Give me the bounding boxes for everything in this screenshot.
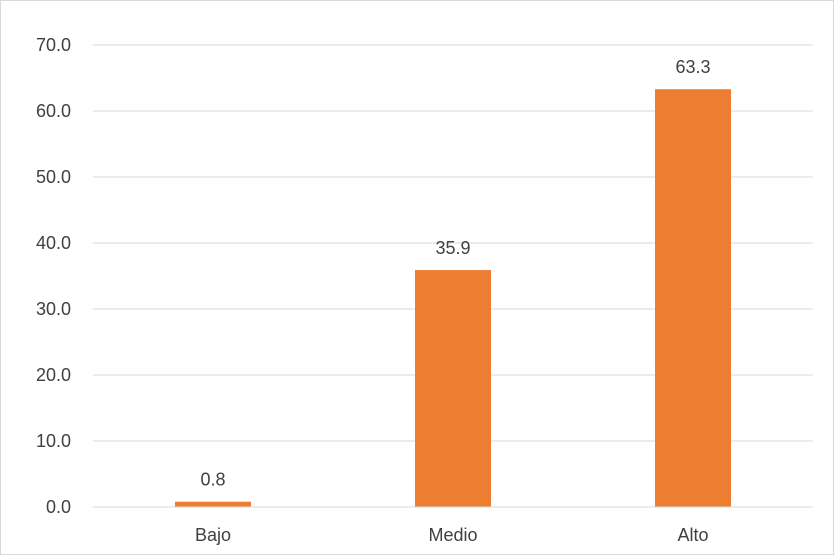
x-tick-label-alto: Alto (677, 525, 708, 545)
data-label-alto: 63.3 (675, 57, 710, 77)
y-tick-label: 40.0 (36, 233, 71, 253)
y-tick-label: 50.0 (36, 167, 71, 187)
y-tick-label: 10.0 (36, 431, 71, 451)
y-tick-label: 20.0 (36, 365, 71, 385)
bar-bajo (175, 501, 251, 507)
x-axis-ticks: Bajo Medio Alto (195, 525, 709, 545)
y-tick-label: 0.0 (46, 497, 71, 517)
bar-alto (655, 89, 731, 507)
data-label-bajo: 0.8 (200, 470, 225, 490)
data-label-medio: 35.9 (435, 238, 470, 258)
y-tick-label: 70.0 (36, 35, 71, 55)
bar-medio (415, 270, 491, 507)
x-tick-label-medio: Medio (428, 525, 477, 545)
data-labels: 0.8 35.9 63.3 (200, 57, 710, 490)
y-tick-label: 60.0 (36, 101, 71, 121)
x-tick-label-bajo: Bajo (195, 525, 231, 545)
y-axis-ticks: 0.0 10.0 20.0 30.0 40.0 50.0 60.0 70.0 (36, 35, 71, 517)
y-tick-label: 30.0 (36, 299, 71, 319)
bars (175, 89, 731, 507)
